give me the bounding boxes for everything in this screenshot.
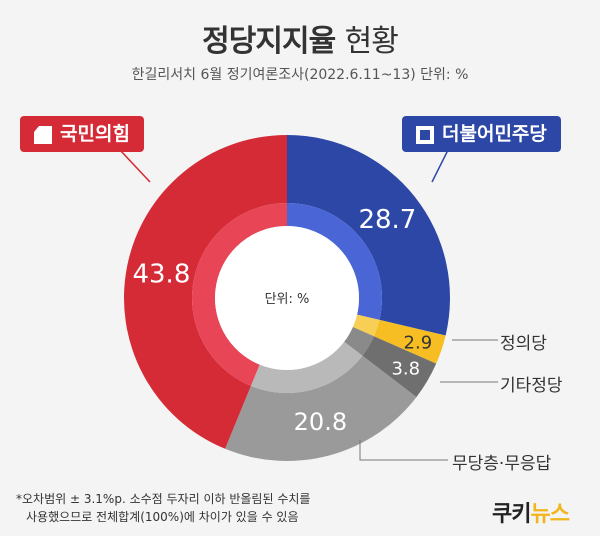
slice-무당층-무응답 <box>225 355 417 462</box>
footnote-line-2: 사용했으므로 전체합계(100%)에 차이가 있을 수 있음 <box>26 510 299 524</box>
slice-inner-국민의힘 <box>192 203 287 386</box>
donut-slices <box>124 135 450 462</box>
donut-hole <box>215 226 359 370</box>
value-label-정의당: 2.9 <box>404 332 433 353</box>
party-label-ppp-text: 국민의힘 <box>60 123 130 145</box>
dem-pointer <box>431 149 449 183</box>
slice-기타정당 <box>362 336 437 398</box>
chart-title-thin: 현황 <box>344 24 399 59</box>
value-label-기타정당: 3.8 <box>391 359 420 380</box>
slice-inner-정의당 <box>352 314 380 337</box>
ppp-logo-icon <box>32 122 54 144</box>
value-label-더불어민주당: 28.7 <box>358 205 416 235</box>
chart-title-bold: 정당지지율 <box>202 24 336 59</box>
slice-정의당 <box>373 319 446 364</box>
party-label-ppp: 국민의힘 <box>20 116 144 152</box>
party-label-dem: 더불어민주당 <box>402 116 561 152</box>
logo-part-1: 쿠키 <box>492 502 531 527</box>
value-label-국민의힘: 43.8 <box>132 260 190 290</box>
value-label-무당층-무응답: 20.8 <box>294 408 347 436</box>
dem-logo-icon <box>414 122 436 144</box>
slice-국민의힘 <box>124 135 287 449</box>
donut-inner-ring <box>192 203 382 393</box>
ppp-pointer <box>119 149 151 183</box>
center-unit-label: 단위: % <box>265 292 310 307</box>
value-labels: 28.7 2.9 3.8 20.8 43.8 <box>132 205 432 436</box>
chart-subtitle: 한길리서치 6월 정기여론조사(2022.6.11~13) 단위: % <box>131 67 469 83</box>
legend-undecided: 무당층·무응답 <box>452 454 552 474</box>
leader-lines <box>119 149 498 461</box>
leader-line-undecided <box>359 440 448 461</box>
party-label-dem-text: 더불어민주당 <box>442 123 547 145</box>
slice-inner-무당층-무응답 <box>250 341 363 393</box>
slice-더불어민주당 <box>287 135 450 336</box>
footnote: *오차범위 ± 3.1%p. 소수점 두자리 이하 반올림된 수치를 사용했으므… <box>16 490 310 526</box>
chart-title: 정당지지율 현황 <box>0 16 600 60</box>
legend-justice: 정의당 <box>500 334 547 354</box>
legend-other: 기타정당 <box>500 376 563 396</box>
logo-part-2: 뉴스 <box>530 502 569 527</box>
slice-inner-기타정당 <box>344 327 374 356</box>
footnote-line-1: *오차범위 ± 3.1%p. 소수점 두자리 이하 반올림된 수치를 <box>16 492 311 506</box>
slice-inner-더불어민주당 <box>287 203 382 320</box>
publisher-logo: 쿠키뉴스 <box>492 496 570 528</box>
